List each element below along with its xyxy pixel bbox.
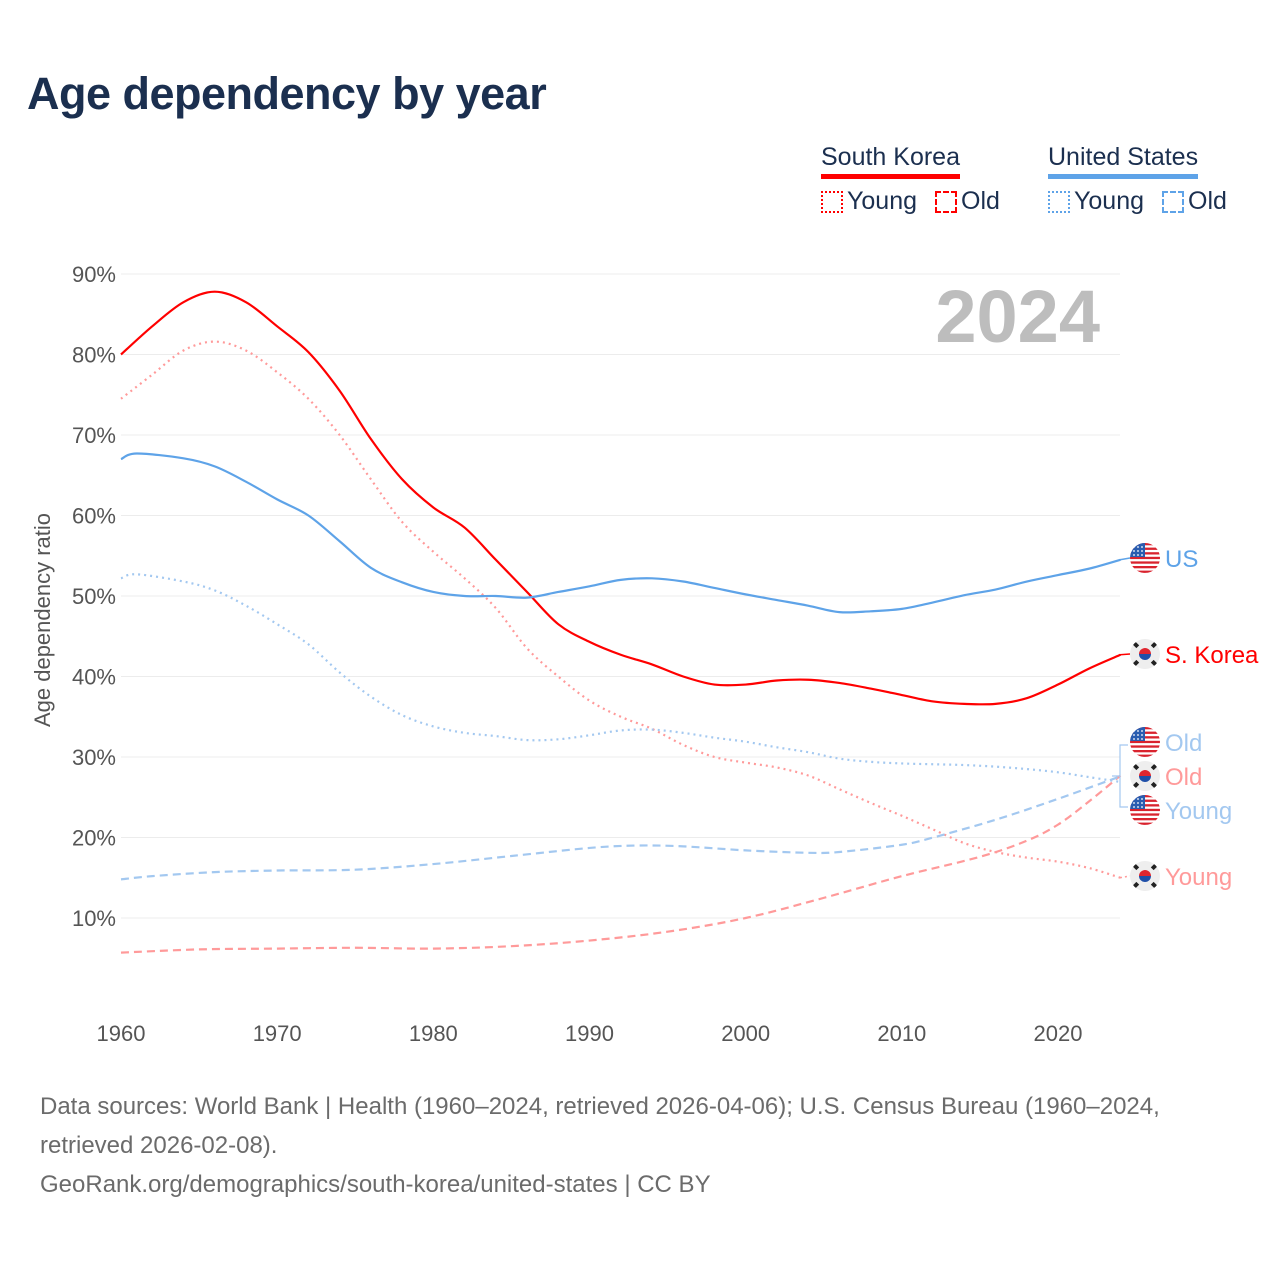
series-end-label: Young bbox=[1165, 798, 1232, 825]
dotted-swatch-icon bbox=[821, 190, 843, 213]
legend-item-kr-old: Old bbox=[935, 187, 1000, 216]
y-tick-label: 50% bbox=[72, 584, 116, 609]
label-bracket bbox=[1112, 744, 1128, 808]
series-end-label: Old bbox=[1165, 730, 1202, 757]
series-line-s-korea-old bbox=[120, 774, 1122, 954]
label-connector bbox=[1119, 653, 1131, 656]
us-flag-icon bbox=[1130, 795, 1160, 825]
south-korea-flag-icon bbox=[1130, 761, 1160, 791]
dotted-swatch-icon bbox=[1048, 190, 1070, 213]
south-korea-flag-icon bbox=[1130, 861, 1160, 891]
legend-item-us-young: Young bbox=[1048, 187, 1144, 216]
legend-label: Old bbox=[961, 187, 1000, 215]
y-tick-label: 40% bbox=[72, 665, 116, 690]
x-tick-label: 1960 bbox=[97, 1021, 146, 1046]
series-line-s-korea bbox=[120, 290, 1121, 706]
legend-label: Young bbox=[847, 187, 917, 215]
y-tick-label: 30% bbox=[72, 745, 116, 770]
x-tick-label: 2000 bbox=[721, 1021, 770, 1046]
y-tick-label: 70% bbox=[72, 423, 116, 448]
x-tick-label: 2010 bbox=[877, 1021, 926, 1046]
series-line-s-korea-young bbox=[120, 340, 1121, 879]
legend-united-states: United States Young Old bbox=[1048, 143, 1237, 216]
legend-label: Young bbox=[1074, 187, 1144, 215]
legend-title-united-states: United States bbox=[1048, 143, 1199, 179]
legend-label: Old bbox=[1188, 187, 1227, 215]
series-end-label: Old bbox=[1165, 764, 1202, 791]
us-flag-icon bbox=[1130, 543, 1160, 573]
attribution-link[interactable]: GeoRank.org/demographics/south-korea/uni… bbox=[40, 1171, 711, 1198]
x-tick-label: 1980 bbox=[409, 1021, 458, 1046]
x-tick-label: 1970 bbox=[253, 1021, 302, 1046]
x-tick-label: 2020 bbox=[1034, 1021, 1083, 1046]
year-display: 2024 bbox=[935, 275, 1100, 358]
series-end-label: S. Korea bbox=[1165, 642, 1259, 669]
series-line-us bbox=[120, 452, 1121, 614]
chart-title: Age dependency by year bbox=[27, 68, 547, 119]
y-tick-label: 80% bbox=[72, 343, 116, 368]
label-connector bbox=[1119, 875, 1131, 879]
data-sources: Data sources: World Bank | Health (1960–… bbox=[40, 1093, 1160, 1159]
y-axis-label: Age dependency ratio bbox=[30, 513, 55, 727]
legend-title-south-korea: South Korea bbox=[821, 143, 960, 179]
series-line-us-old bbox=[120, 775, 1121, 881]
series-end-label: Young bbox=[1165, 864, 1232, 891]
label-connector bbox=[1119, 557, 1131, 561]
y-tick-label: 90% bbox=[72, 262, 116, 287]
footer: Data sources: World Bank | Health (1960–… bbox=[40, 1087, 1250, 1204]
series-line-us-young bbox=[120, 573, 1121, 784]
dashed-swatch-icon bbox=[935, 190, 957, 213]
series-end-label: US bbox=[1165, 546, 1198, 573]
us-flag-icon bbox=[1130, 727, 1160, 757]
y-tick-label: 10% bbox=[72, 906, 116, 931]
y-tick-label: 20% bbox=[72, 826, 116, 851]
legend-item-kr-young: Young bbox=[821, 187, 917, 216]
legend-item-us-old: Old bbox=[1162, 187, 1227, 216]
south-korea-flag-icon bbox=[1130, 639, 1160, 669]
x-tick-label: 1990 bbox=[565, 1021, 614, 1046]
legend-south-korea: South Korea Young Old bbox=[821, 143, 1010, 216]
dashed-swatch-icon bbox=[1162, 190, 1184, 213]
y-tick-label: 60% bbox=[72, 504, 116, 529]
